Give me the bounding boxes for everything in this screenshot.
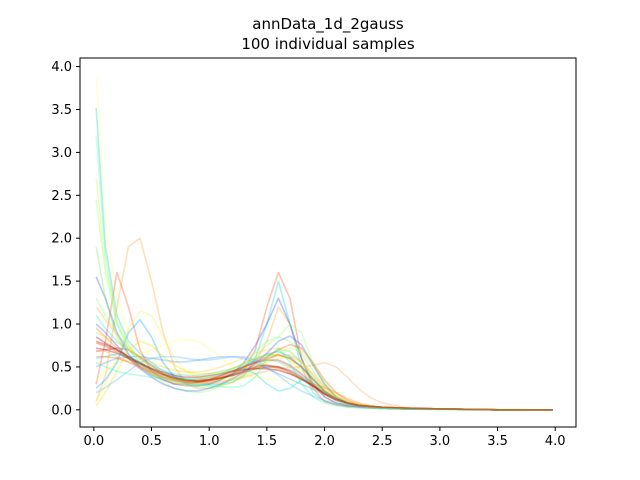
series-line-29 [96,343,553,411]
x-tick-label: 3.5 [487,434,508,449]
series-line-15 [95,327,553,411]
plot-frame [79,57,577,428]
series-line-4 [95,271,553,411]
y-axis: 0.0 0.5 1.0 1.5 2.0 2.5 3.0 3.5 4.0 [51,60,80,418]
x-tick-label: 1.5 [257,434,278,449]
series-line-7 [95,310,553,411]
series-line-21 [95,323,553,411]
series-line-18 [95,178,553,411]
series-line-1 [95,76,553,411]
x-tick-label: 1.0 [199,434,220,449]
series-line-22 [96,353,553,411]
chart-subtitle: 100 individual samples [241,35,415,53]
series-line-10 [96,347,553,411]
x-tick-label: 2.0 [314,434,335,449]
y-tick-label: 1.0 [51,318,72,333]
chart-title: annData_1d_2gauss [252,15,404,33]
x-tick-label: 0.0 [83,434,104,449]
y-tick-label: 2.0 [51,232,72,247]
y-tick-label: 3.5 [51,103,72,118]
series-line-8 [95,338,553,411]
series-line-23 [95,340,553,411]
y-tick-label: 4.0 [51,60,72,75]
y-tick-label: 2.5 [51,189,72,204]
x-tick-label: 3.0 [430,434,451,449]
series-line-17 [95,135,553,411]
y-tick-label: 0.0 [51,403,72,418]
series-line-3 [95,237,553,411]
x-tick-label: 2.5 [372,434,393,449]
series-line-27 [95,306,553,411]
series-line-24 [95,246,553,411]
y-tick-label: 3.0 [51,146,72,161]
series-line-6 [95,199,553,411]
series-line-19 [95,336,553,411]
x-tick-label: 4.0 [545,434,566,449]
series-line-11 [95,314,553,411]
series-line-5 [95,276,553,411]
series-line-20 [96,347,553,411]
series-line-26 [95,355,553,411]
x-tick-label: 0.5 [141,434,162,449]
series-line-28 [95,347,553,411]
series-line-14 [95,318,553,411]
series-line-2 [95,107,553,411]
x-axis: 0.0 0.5 1.0 1.5 2.0 2.5 3.0 3.5 4.0 [83,427,566,449]
y-tick-label: 1.5 [51,275,72,290]
series-line-9 [95,355,553,411]
series-lines [95,76,553,411]
series-line-25 [95,342,553,411]
y-tick-label: 0.5 [51,360,72,375]
series-line-30 [95,340,553,411]
series-line-16 [96,348,553,411]
series-line-12 [95,331,553,411]
series-line-13 [95,297,553,411]
